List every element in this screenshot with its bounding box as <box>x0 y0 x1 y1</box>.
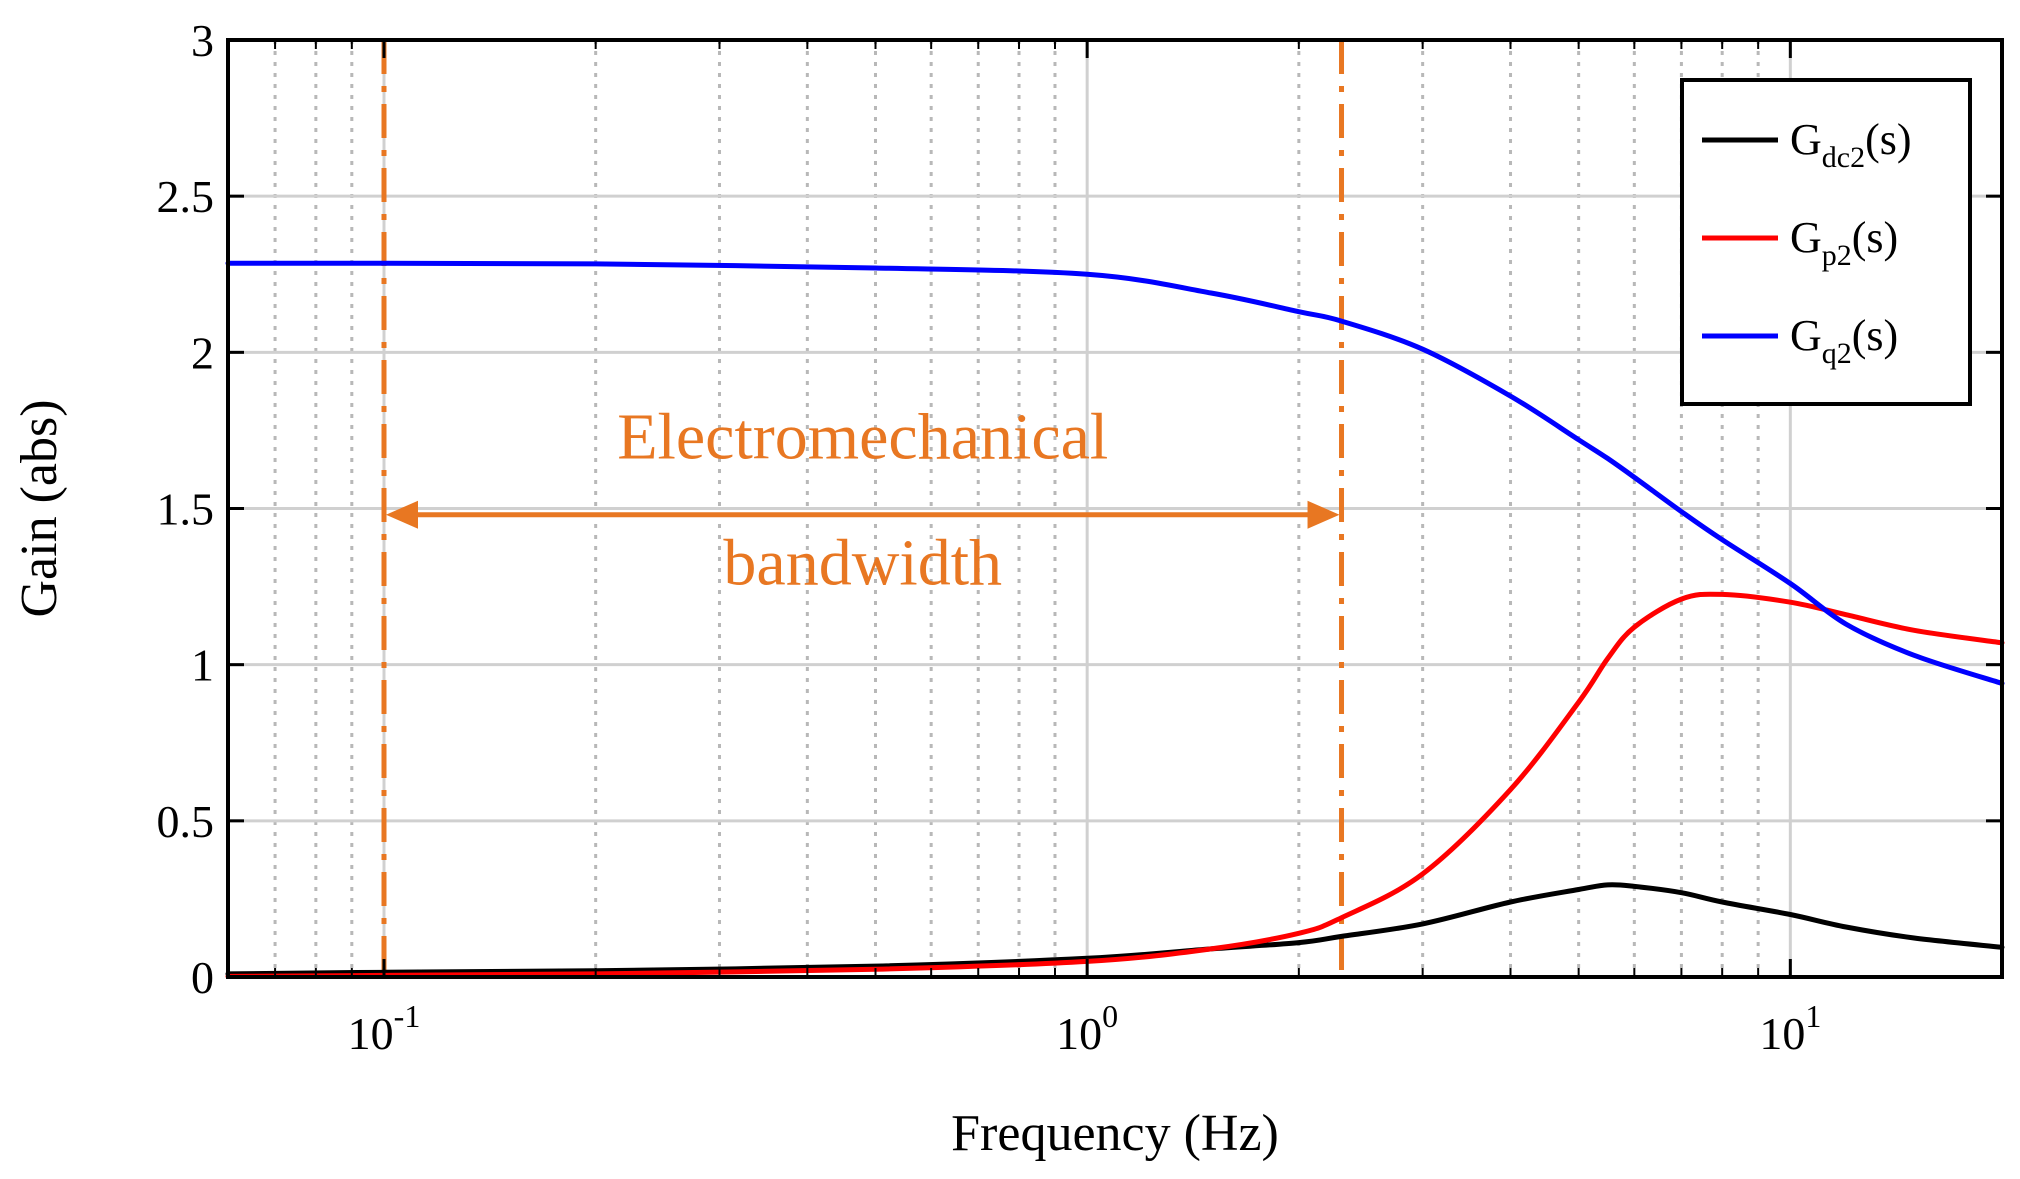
x-axis-title: Frequency (Hz) <box>951 1105 1279 1162</box>
series-line-dc2 <box>225 882 2005 977</box>
y-tick-label: 1 <box>191 640 214 691</box>
legend: Gdc2(s) Gp2(s) Gq2(s) <box>1680 78 1972 406</box>
y-tick-label: 0 <box>191 952 214 1003</box>
y-axis-title: Gain (abs) <box>11 399 68 617</box>
legend-label-q2: Gq2(s) <box>1790 311 1898 370</box>
x-tick-label: 101 <box>1759 998 1821 1059</box>
x-tick-label: 100 <box>1056 998 1118 1059</box>
series-group <box>225 260 2005 979</box>
y-axis-ticks: 0 0.5 1 1.5 2 2.5 3 <box>157 15 2002 1003</box>
legend-label-p2: Gp2(s) <box>1790 213 1898 272</box>
annotation-text-line2: bandwidth <box>723 527 1002 600</box>
bandwidth-arrow-left-head <box>385 500 418 529</box>
annotation-text-line1: Electromechanical <box>617 401 1108 474</box>
y-tick-label: 3 <box>191 15 214 66</box>
bandwidth-annotation: Electromechanical bandwidth <box>381 40 1345 977</box>
x-tick-label: 10-1 <box>348 998 421 1059</box>
series-line-p2 <box>225 591 2005 979</box>
series-line-q2 <box>225 260 2005 686</box>
y-tick-label: 0.5 <box>157 796 215 847</box>
bandwidth-arrow-right-head <box>1307 500 1340 529</box>
y-tick-label: 2 <box>191 327 214 378</box>
y-tick-label: 1.5 <box>157 484 215 535</box>
y-tick-label: 2.5 <box>157 171 215 222</box>
legend-label-dc2: Gdc2(s) <box>1790 115 1912 174</box>
x-axis-ticks: 10-1 100 101 <box>274 40 1821 1059</box>
legend-box <box>1680 78 1972 406</box>
